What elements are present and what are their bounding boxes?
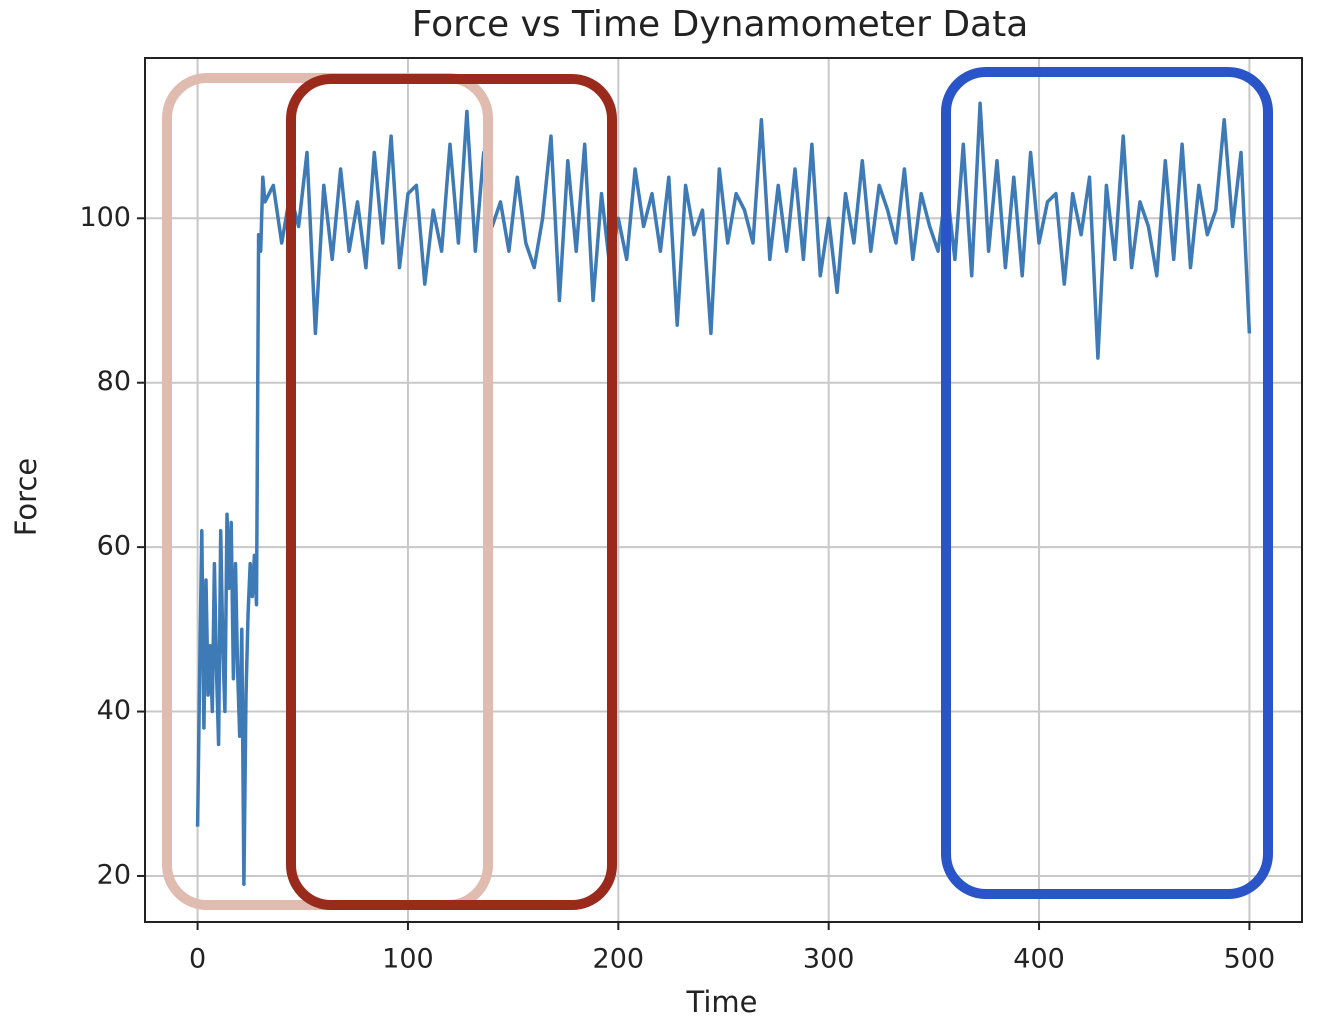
x-tick-label: 0 — [189, 944, 206, 975]
y-tick-label: 100 — [79, 202, 131, 233]
plot-frame — [144, 57, 1303, 923]
y-tick-label: 60 — [97, 531, 131, 562]
plot — [195, 101, 1252, 886]
chart-title: Force vs Time Dynamometer Data — [412, 4, 1029, 45]
highlight-box — [286, 74, 617, 910]
y-axis-label: Force — [9, 458, 43, 536]
x-tick-label: 300 — [803, 944, 855, 975]
highlight-box — [941, 67, 1273, 899]
x-tick-label: 400 — [1013, 944, 1065, 975]
x-tick-label: 200 — [593, 944, 645, 975]
y-tick-label: 80 — [97, 366, 131, 397]
x-axis-label: Time — [686, 985, 758, 1019]
data-line — [195, 101, 1252, 886]
y-tick-label: 40 — [97, 695, 131, 726]
y-tick-label: 20 — [97, 859, 131, 890]
x-tick-label: 100 — [382, 944, 434, 975]
grid — [145, 58, 1302, 922]
highlight-box — [162, 73, 493, 910]
x-tick-label: 500 — [1224, 944, 1276, 975]
